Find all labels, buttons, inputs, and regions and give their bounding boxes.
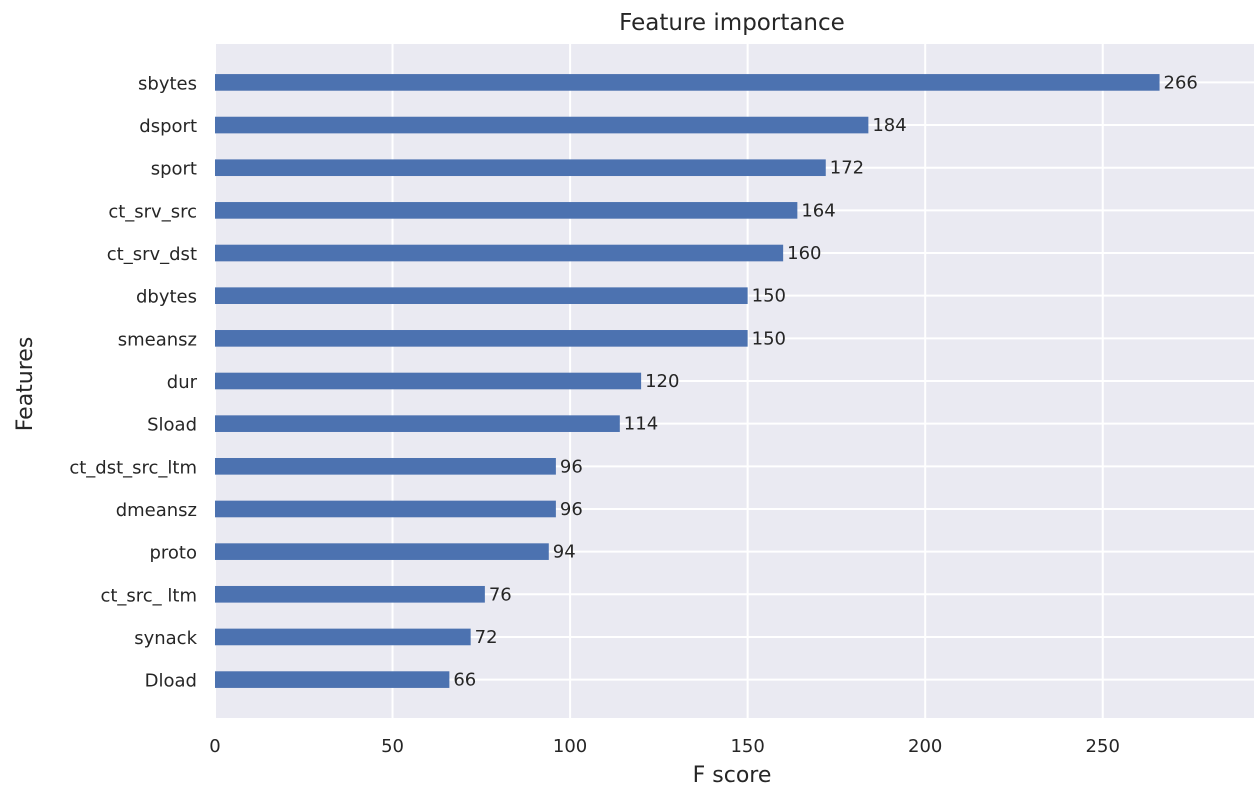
bar-smeansz (215, 330, 748, 347)
x-tick-label: 0 (209, 736, 220, 757)
y-axis-label: Features (13, 337, 38, 432)
data-label: 150 (752, 328, 786, 349)
chart-title: Feature importance (619, 10, 845, 36)
y-tick-label: sport (151, 159, 197, 180)
y-tick-label: dur (167, 372, 198, 393)
bar-dbytes (215, 287, 748, 305)
x-tick-label: 250 (1086, 736, 1120, 757)
x-tick-label: 200 (908, 736, 942, 757)
y-tick-label: dmeansz (116, 500, 197, 521)
bars (215, 74, 1160, 688)
data-label: 164 (801, 200, 835, 221)
y-tick-label: smeansz (118, 329, 197, 350)
y-tick-labels: sbytes dsport sport ct_srv_src ct_srv_dstdby… (69, 73, 197, 691)
data-label: 76 (489, 584, 512, 605)
data-label: 96 (560, 499, 583, 520)
y-tick-label: dbytes (136, 287, 197, 308)
y-tick-label: synack (134, 628, 197, 649)
bar-ct-src-ltm (215, 585, 485, 603)
y-tick-label: proto (149, 543, 197, 564)
y-tick-label: ct_src_ ltm (100, 585, 197, 606)
data-label: 66 (453, 670, 476, 691)
x-tick-label: 100 (553, 736, 587, 757)
y-tick-label: ct_srv_dst (107, 244, 197, 265)
x-axis-label: F score (693, 763, 772, 788)
bar-ct-srv-dst (215, 244, 784, 262)
data-labels: 266 184 172 164 160 150 150 120 114 96 96 94 76 72 66 (453, 72, 1198, 690)
y-tick-label: dsport (139, 116, 197, 137)
bar-dsport (215, 116, 869, 134)
y-tick-label: ct_srv_src (108, 201, 197, 222)
bar-sport (215, 159, 826, 177)
data-label: 114 (624, 414, 658, 435)
y-tick-label: Sload (147, 415, 197, 436)
bar-synack (215, 628, 471, 646)
x-tick-label: 150 (730, 736, 764, 757)
data-label: 184 (872, 115, 906, 136)
data-label: 120 (645, 371, 679, 392)
x-tick-label: 50 (381, 736, 404, 757)
bar-proto (215, 543, 549, 560)
y-tick-label: sbytes (138, 73, 197, 94)
data-label: 160 (787, 243, 821, 264)
bar-dmeansz (215, 500, 556, 518)
bar-ct-dst-src-ltm (215, 457, 556, 475)
data-label: 96 (560, 456, 583, 477)
data-label: 94 (553, 542, 576, 563)
y-tick-label: ct_dst_src_ltm (69, 457, 197, 478)
bar-ct-srv-src (215, 202, 798, 219)
bar-dur (215, 372, 642, 390)
data-label: 150 (752, 286, 786, 307)
bar-sbytes (215, 74, 1160, 91)
bar-dload (215, 671, 450, 688)
x-tick-labels: 0 50 100 150 200 250 (209, 736, 1120, 757)
bar-sload (215, 415, 620, 432)
data-label: 72 (475, 627, 498, 648)
data-label: 266 (1164, 72, 1198, 93)
data-label: 172 (830, 158, 864, 179)
y-tick-label: Dload (145, 671, 197, 692)
